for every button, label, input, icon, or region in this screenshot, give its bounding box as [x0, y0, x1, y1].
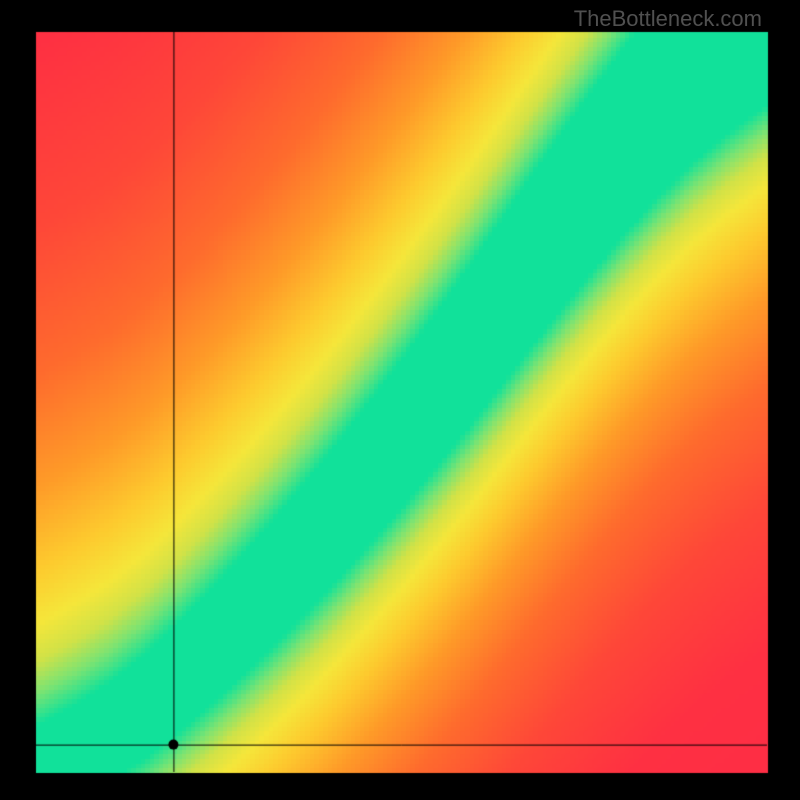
- heatmap-canvas: [0, 0, 800, 800]
- watermark-text: TheBottleneck.com: [574, 6, 762, 32]
- chart-container: TheBottleneck.com: [0, 0, 800, 800]
